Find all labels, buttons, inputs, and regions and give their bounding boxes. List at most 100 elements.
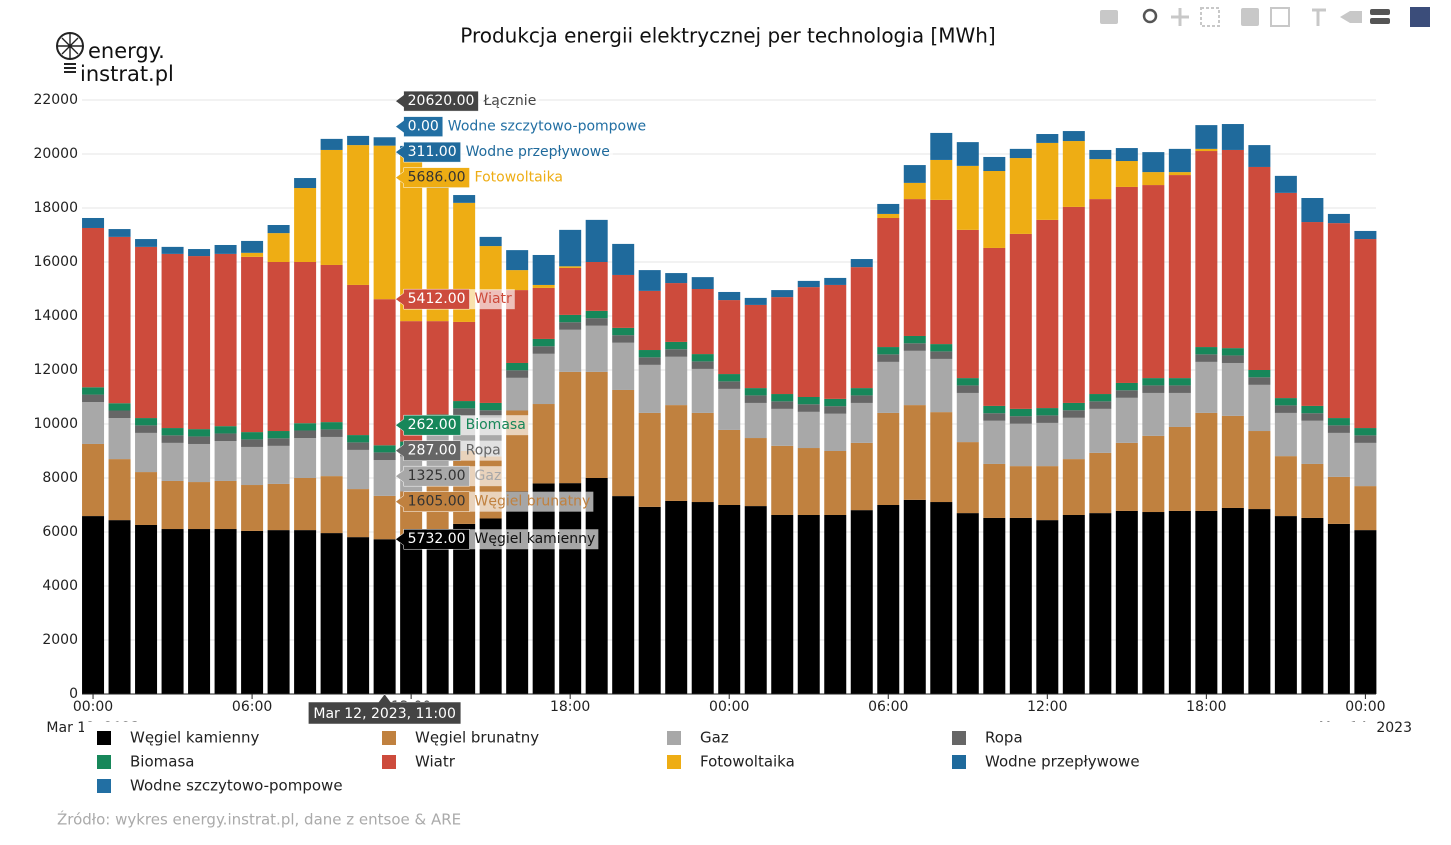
legend-label: Fotowoltaika	[700, 753, 795, 771]
bar-segment	[1327, 425, 1350, 433]
bar-segment	[1221, 124, 1244, 150]
hover-value: 262.00	[408, 417, 457, 433]
bar-segment	[241, 439, 264, 447]
legend-swatch	[382, 731, 396, 745]
bar-segment	[479, 246, 502, 291]
bar-segment	[983, 463, 1006, 518]
pan-button[interactable]	[1171, 8, 1189, 26]
legend-item[interactable]: Ropa	[952, 729, 1023, 747]
bar-segment	[665, 349, 688, 357]
legend-item[interactable]: Wodne szczytowo-pompowe	[97, 777, 343, 795]
bar-segment	[744, 388, 767, 396]
bar-segment	[1062, 131, 1085, 142]
bar-segment	[373, 539, 396, 694]
legend-item[interactable]: Wodne przepływowe	[952, 753, 1140, 771]
y-tick-label: 18000	[33, 200, 78, 216]
select-button[interactable]	[1200, 7, 1220, 27]
bar-segment	[983, 247, 1006, 406]
bar-segment	[744, 402, 767, 439]
zoom-in-button[interactable]	[1241, 8, 1259, 26]
bar-segment	[877, 203, 900, 214]
bar-segment	[1248, 166, 1271, 370]
bar-segment	[532, 284, 555, 288]
y-tick-label: 20000	[33, 146, 78, 162]
bar-segment	[1168, 175, 1191, 379]
x-tick-label: 06:00	[868, 699, 908, 715]
bar-segment	[1089, 408, 1112, 453]
bar-segment	[718, 505, 741, 694]
bar-segment	[400, 321, 423, 442]
legend-item[interactable]: Wiatr	[382, 753, 456, 771]
legend-item[interactable]: Węgiel brunatny	[382, 729, 539, 747]
legend-item[interactable]: Biomasa	[97, 753, 194, 771]
camera-button[interactable]	[1100, 10, 1118, 24]
bar-segment	[241, 256, 264, 433]
bar-segment	[1168, 426, 1191, 511]
bar-segment	[771, 408, 794, 446]
hover-box	[395, 491, 470, 512]
bar-segment	[347, 442, 370, 450]
bar-segment	[850, 510, 873, 694]
bar-segment	[1195, 151, 1218, 348]
bar-segment	[930, 412, 953, 503]
bar-segment	[1089, 199, 1112, 395]
x-tick-label: 06:00	[232, 699, 272, 715]
hover-series-name: Gaz	[475, 468, 502, 484]
bar-segment	[771, 290, 794, 298]
hover-value: 5732.00	[408, 531, 466, 547]
hover-compare-button[interactable]	[1370, 18, 1390, 24]
hover-label: 5412.00 Wiatr	[395, 288, 515, 310]
zoom-button[interactable]	[1142, 8, 1158, 24]
bar-segment	[267, 438, 290, 446]
bar-segment	[691, 289, 714, 355]
bar-segment	[1009, 423, 1032, 467]
hover-compare-button[interactable]	[1370, 9, 1390, 15]
bar-segment	[1062, 514, 1085, 694]
autoscale-button[interactable]	[1270, 7, 1290, 27]
bar-segment	[930, 344, 953, 352]
bar-segment	[559, 322, 582, 330]
bar-segment	[612, 496, 635, 694]
bar-segment	[1354, 486, 1377, 531]
bar-segment	[956, 513, 979, 694]
bar-segment	[744, 506, 767, 694]
hover-tooltip: 20620.00 Łącznie 0.00 Wodne szczytowo-pompo…	[395, 90, 650, 550]
bar-segment	[161, 435, 184, 443]
legend-swatch	[97, 779, 111, 793]
bar-segment	[877, 354, 900, 362]
bar-segment	[1062, 417, 1085, 460]
bar-segment	[453, 451, 476, 524]
bar-segment	[612, 342, 635, 390]
bar-segment	[426, 534, 449, 694]
bar-segment	[797, 514, 820, 694]
bar-segment	[294, 188, 317, 262]
bar-segment	[188, 429, 211, 437]
bar-segment	[1274, 405, 1297, 413]
bar-segment	[983, 171, 1006, 248]
bar-segment	[373, 445, 396, 453]
hover-box	[395, 465, 470, 487]
bar-segment	[1089, 401, 1112, 409]
bar-segment	[638, 364, 661, 413]
bar-segment	[108, 403, 131, 411]
hover-value: 311.00	[408, 144, 457, 160]
bar-segment	[877, 505, 900, 694]
bar-segment	[903, 350, 926, 406]
bar-segment	[532, 404, 555, 484]
hover-closest-button[interactable]	[1340, 11, 1362, 23]
bar-segment	[1195, 354, 1218, 362]
spike-button[interactable]	[1312, 8, 1326, 26]
bar-segment	[612, 274, 635, 328]
legend-item[interactable]: Węgiel kamienny	[97, 729, 260, 747]
plotly-logo[interactable]	[1410, 7, 1430, 27]
bar-segment	[320, 533, 343, 694]
bar-segment	[824, 284, 847, 399]
bar-segment	[453, 408, 476, 416]
bar-segment	[983, 413, 1006, 421]
legend-item[interactable]: Fotowoltaika	[667, 753, 795, 771]
bar-segment	[1327, 523, 1350, 694]
legend-item[interactable]: Gaz	[667, 729, 729, 747]
legend-label: Gaz	[700, 729, 729, 747]
bar-segment	[956, 442, 979, 514]
bar-segment	[1009, 408, 1032, 417]
